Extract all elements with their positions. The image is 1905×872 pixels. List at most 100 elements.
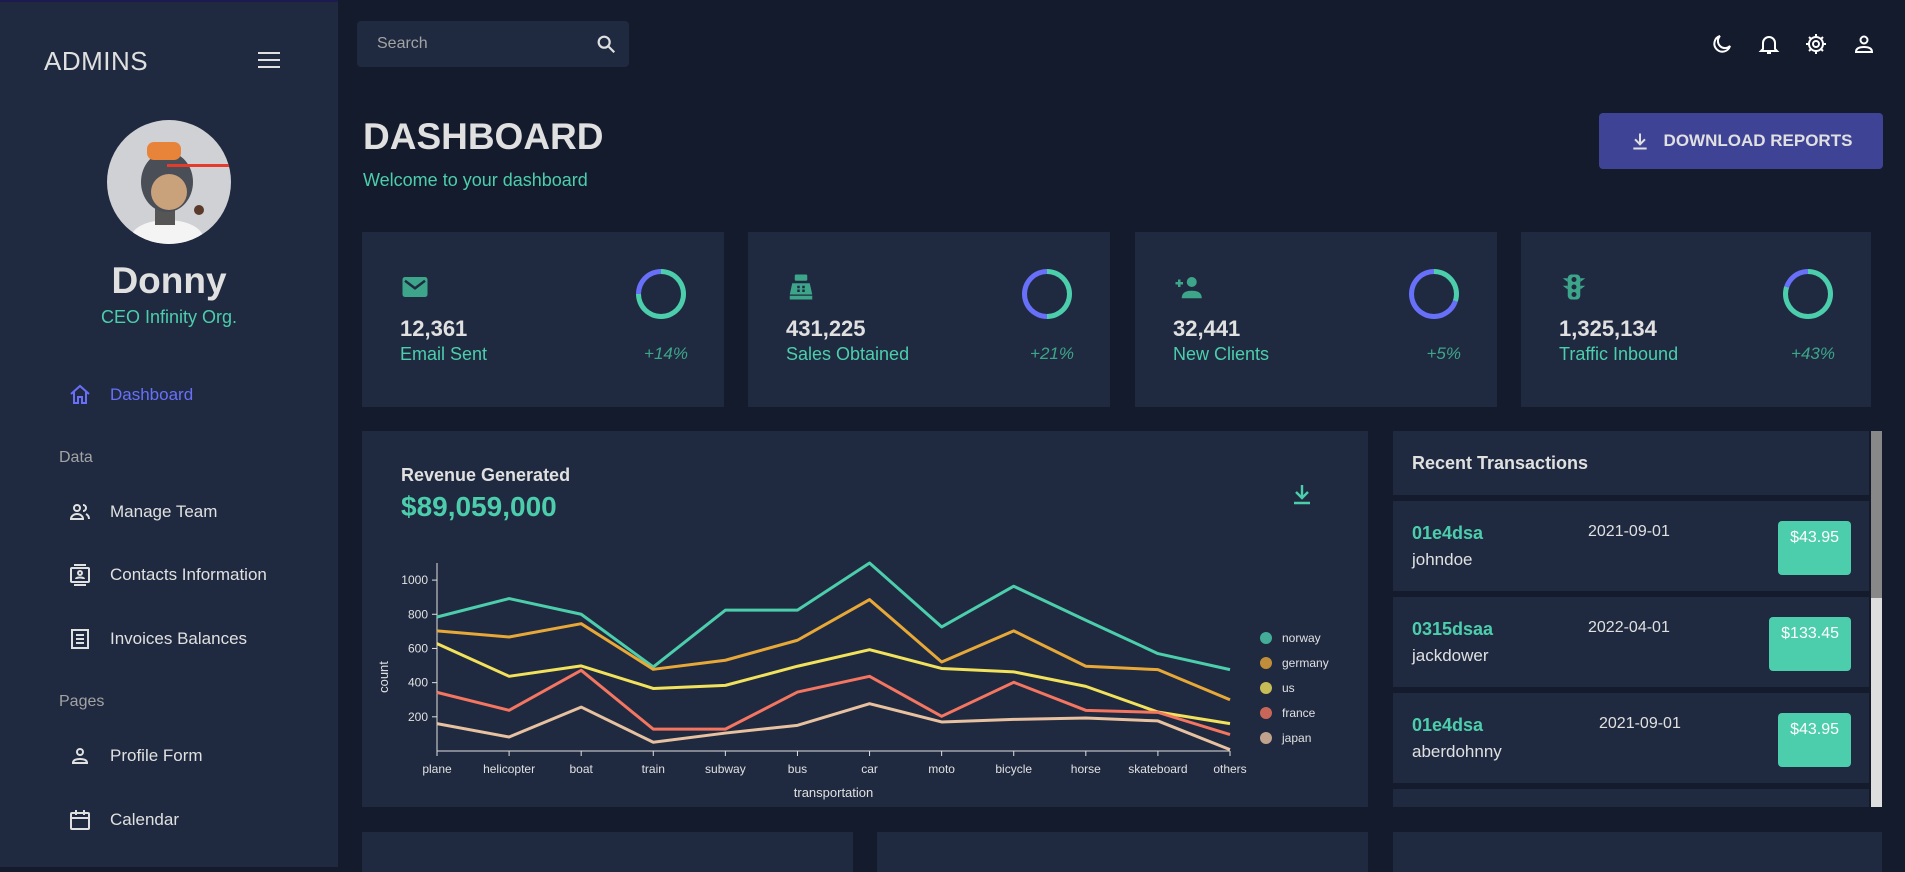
series-line-france xyxy=(436,668,1231,737)
stat-increase: +43% xyxy=(1791,344,1835,363)
revenue-title: Revenue Generated xyxy=(401,465,571,485)
scrollbar[interactable] xyxy=(1871,431,1882,807)
sidebar: ADMINS Donny CEO Infinity Org. Dashboard… xyxy=(0,0,338,867)
download-icon xyxy=(1632,133,1647,150)
stat-card-sales: 431,225 Sales Obtained +21% xyxy=(748,232,1110,407)
transaction-id: 0315dsaa xyxy=(1412,619,1494,639)
recent-transactions: Recent Transactions 01e4dsa johndoe 2021… xyxy=(1393,431,1869,807)
transaction-date: 2021-09-01 xyxy=(1599,715,1681,732)
stat-card-clients: 32,441 New Clients +5% xyxy=(1135,232,1497,407)
traffic-icon xyxy=(1562,274,1586,300)
sidebar-item-profile-form[interactable]: Profile Form xyxy=(68,744,203,768)
sidebar-item-label: Contacts Information xyxy=(110,565,267,584)
transaction-row: 01e4dsa aberdohnny 2021-09-01 $43.95 xyxy=(1393,693,1869,783)
stat-value: 32,441 xyxy=(1173,316,1241,341)
section-data: Data xyxy=(59,449,93,466)
transaction-amount[interactable]: $133.45 xyxy=(1769,617,1851,671)
bottom-card xyxy=(362,832,853,872)
sidebar-item-calendar[interactable]: Calendar xyxy=(68,808,179,832)
x-tick-label: bus xyxy=(788,762,807,776)
revenue-line-chart: 200 400 600 800 1000 plane helicopter boat train… xyxy=(376,561,1329,800)
stat-label: Sales Obtained xyxy=(786,344,910,364)
user-icon[interactable] xyxy=(1852,32,1876,56)
progress-circle xyxy=(1022,269,1072,319)
home-icon xyxy=(70,384,90,404)
series-line-us xyxy=(436,642,1231,726)
x-tick-label: car xyxy=(861,762,878,776)
revenue-value: $89,059,000 xyxy=(401,491,557,522)
x-axis-label: transportation xyxy=(794,785,874,800)
y-axis-label: count xyxy=(376,661,391,693)
receipt-icon xyxy=(71,629,89,649)
transaction-row xyxy=(1393,789,1869,807)
person-add-icon xyxy=(1175,277,1202,299)
sidebar-item-label: Invoices Balances xyxy=(110,629,248,648)
sidebar-item-dashboard[interactable]: Dashboard xyxy=(68,383,193,407)
x-tick-label: plane xyxy=(422,762,452,776)
menu-icon[interactable] xyxy=(258,52,280,68)
legend-marker-us xyxy=(1260,682,1272,694)
point-of-sale-icon xyxy=(789,274,813,300)
progress-circle xyxy=(1409,269,1459,319)
download-icon[interactable] xyxy=(1290,481,1314,507)
brand-title: ADMINS xyxy=(44,46,149,76)
moon-icon[interactable] xyxy=(1710,32,1734,56)
page-title: DASHBOARD xyxy=(363,116,604,157)
download-reports-button[interactable]: DOWNLOAD REPORTS xyxy=(1599,113,1883,169)
gear-icon[interactable] xyxy=(1804,32,1828,56)
stat-label: Traffic Inbound xyxy=(1559,344,1679,364)
stat-label: Email Sent xyxy=(400,344,488,364)
stat-increase: +14% xyxy=(644,344,688,363)
sidebar-item-contacts[interactable]: Contacts Information xyxy=(68,563,267,587)
bottom-card xyxy=(877,832,1368,872)
search-bar xyxy=(357,21,629,67)
x-tick-label: helicopter xyxy=(483,762,535,776)
x-tick-label: boat xyxy=(570,762,594,776)
stat-value: 12,361 xyxy=(400,316,468,341)
progress-circle xyxy=(1783,269,1833,319)
bottom-card xyxy=(1393,832,1882,872)
page-subtitle: Welcome to your dashboard xyxy=(363,170,588,190)
transaction-date: 2021-09-01 xyxy=(1588,523,1670,540)
transaction-user: aberdohnny xyxy=(1412,742,1502,761)
transactions-title: Recent Transactions xyxy=(1393,431,1869,495)
transaction-user: johndoe xyxy=(1412,550,1473,569)
calendar-icon xyxy=(70,810,90,830)
y-tick-label: 600 xyxy=(408,641,428,655)
search-input[interactable] xyxy=(377,35,577,53)
bell-icon[interactable] xyxy=(1757,32,1781,56)
team-icon xyxy=(69,504,90,520)
download-reports-label: DOWNLOAD REPORTS xyxy=(1663,131,1853,150)
avatar xyxy=(107,120,231,244)
legend-marker-france xyxy=(1260,707,1272,719)
transaction-user: jackdower xyxy=(1412,646,1489,665)
transaction-row: 01e4dsa johndoe 2021-09-01 $43.95 xyxy=(1393,501,1869,591)
x-tick-label: moto xyxy=(928,762,955,776)
transaction-amount[interactable]: $43.95 xyxy=(1778,521,1851,575)
sidebar-item-label: Profile Form xyxy=(110,746,203,765)
legend-label-norway: norway xyxy=(1282,631,1321,645)
y-tick-label: 1000 xyxy=(401,573,428,587)
email-icon xyxy=(402,277,428,297)
series-line-germany xyxy=(436,598,1231,702)
x-tick-label: others xyxy=(1213,762,1246,776)
transaction-row: 0315dsaa jackdower 2022-04-01 $133.45 xyxy=(1393,597,1869,687)
sidebar-item-invoices[interactable]: Invoices Balances xyxy=(68,627,247,651)
legend-label-us: us xyxy=(1282,681,1295,695)
transaction-amount[interactable]: $43.95 xyxy=(1778,713,1851,767)
stat-value: 431,225 xyxy=(786,316,866,341)
stat-value: 1,325,134 xyxy=(1559,316,1657,341)
stat-increase: +21% xyxy=(1030,344,1074,363)
y-tick-label: 200 xyxy=(408,710,428,724)
user-role: CEO Infinity Org. xyxy=(100,307,238,327)
stat-increase: +5% xyxy=(1426,344,1462,363)
scrollbar-thumb[interactable] xyxy=(1871,431,1882,598)
legend-label-france: france xyxy=(1282,706,1316,720)
contacts-icon xyxy=(70,564,90,586)
stat-card-email: 12,361 Email Sent +14% xyxy=(362,232,724,407)
search-icon[interactable] xyxy=(595,33,617,55)
y-tick-label: 400 xyxy=(408,676,428,690)
progress-circle xyxy=(636,269,686,319)
x-tick-label: subway xyxy=(705,762,746,776)
sidebar-item-manage-team[interactable]: Manage Team xyxy=(68,500,217,524)
